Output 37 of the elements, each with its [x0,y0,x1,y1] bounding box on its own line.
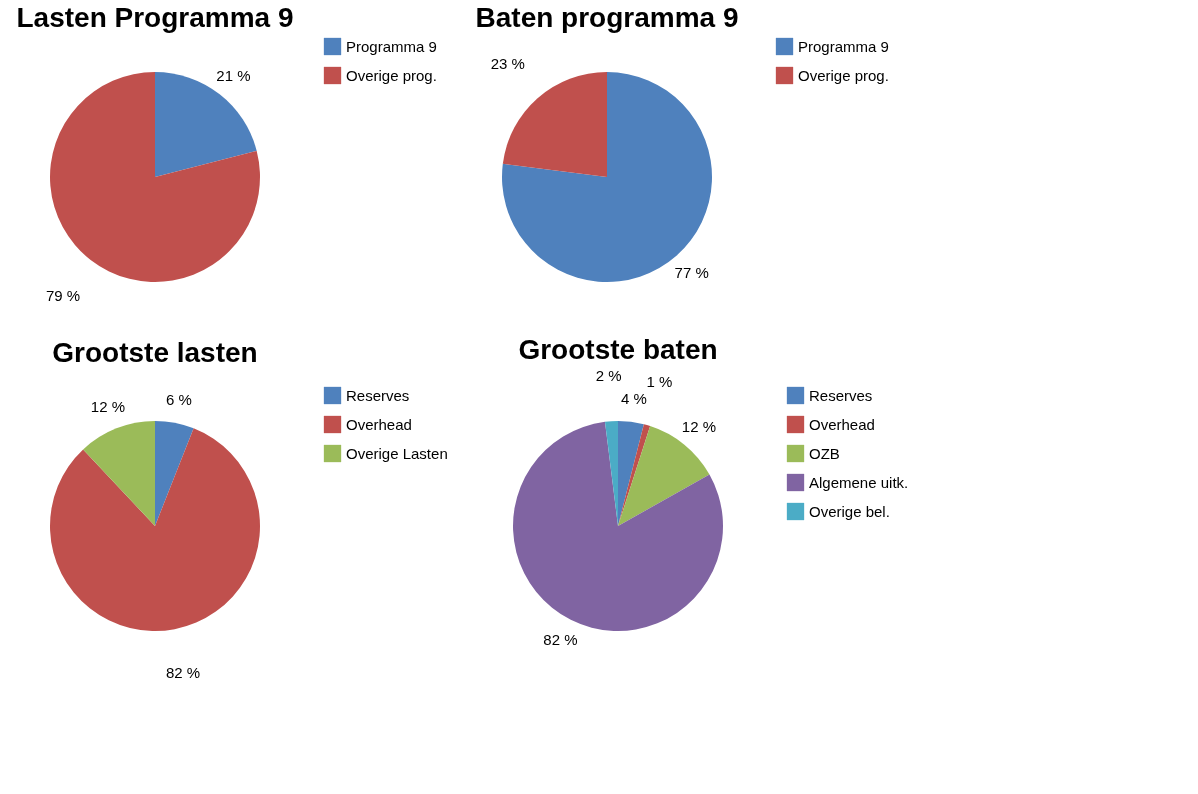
chart-title: Grootste baten [518,334,718,366]
data-label: 82 % [543,631,578,649]
pie-slice [83,421,155,526]
pie-slice [502,72,712,282]
data-label: 23 % [490,55,525,73]
data-label: 6 % [166,391,192,409]
pie-slice [50,72,260,282]
pie-slice [155,421,194,526]
legend-label: Overige Lasten [346,444,448,462]
data-label: 4 % [620,389,647,407]
pie-slice [155,72,257,177]
legend-label: Overhead [346,415,412,433]
data-label: 77 % [674,264,709,282]
data-label: 1 % [646,372,673,390]
data-label: 82 % [166,664,201,682]
data-label: 12 % [90,397,125,415]
pie-slice [50,428,260,631]
legend-label: Algemene uitk. [809,473,909,491]
pie-slice [502,72,607,177]
legend-label: Overige prog. [346,66,437,84]
legend-label: Overige prog. [798,66,889,84]
data-label: 21 % [216,66,251,84]
legend-label: Overhead [809,415,875,433]
pie-slice [618,421,644,526]
legend-label: Reserves [809,386,873,404]
legend-label: Reserves [346,386,410,404]
chart-title: Grootste lasten [52,336,258,368]
chart-title: Baten programma 9 [475,2,739,33]
legend-label: Programma 9 [346,37,437,55]
legend-label: Programma 9 [798,37,889,55]
data-label: 12 % [681,417,717,435]
legend-label: OZB [809,444,840,462]
pie-slice [513,421,723,631]
data-label: 79 % [45,286,81,304]
legend-label: Overige bel. [809,502,890,520]
chart-title: Lasten Programma 9 [16,2,294,33]
data-label: 2 % [595,367,622,385]
